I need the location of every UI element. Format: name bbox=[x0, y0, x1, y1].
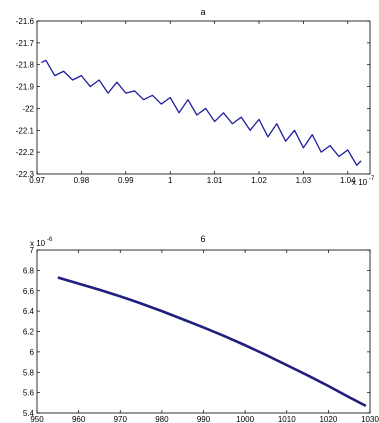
chart-b-series-line bbox=[57, 276, 367, 408]
chart-a-y-tick-label: -21.7 bbox=[16, 39, 35, 48]
chart-b-x-tick-label: 1030 bbox=[361, 415, 379, 423]
chart-b-x-tick-label: 970 bbox=[114, 415, 128, 423]
chart-b-y-exponent: x 10 bbox=[30, 239, 46, 248]
chart-b-x-tick-label: 1020 bbox=[319, 415, 337, 423]
chart-b-x-tick-label: 990 bbox=[197, 415, 211, 423]
chart-b-y-tick-label: 5.4 bbox=[23, 409, 35, 418]
chart-a-x-tick-label: 1 bbox=[168, 176, 173, 185]
chart-b-y-tick-label: 6.8 bbox=[23, 266, 35, 275]
chart-b-x-tick-label: 1010 bbox=[278, 415, 296, 423]
chart-a-title: a bbox=[200, 7, 205, 17]
chart-b-y-tick-label: 6.6 bbox=[23, 287, 35, 296]
chart-b-y-exponent-power: -6 bbox=[47, 237, 53, 243]
chart-b-y-tick-label: 7 bbox=[30, 246, 35, 255]
chart-a-y-tick-label: -22.2 bbox=[16, 148, 35, 157]
chart-b-y-tick-label: 6.2 bbox=[23, 328, 35, 337]
chart-b-x-tick-label: 980 bbox=[155, 415, 169, 423]
chart-a-axes bbox=[36, 20, 371, 175]
chart-a-x-tick-label: 0.99 bbox=[118, 176, 134, 185]
chart-a-x-tick-label: 1.02 bbox=[251, 176, 267, 185]
chart-a-series-line bbox=[41, 59, 362, 166]
chart-a-y-tick-label: -21.6 bbox=[16, 17, 35, 26]
chart-a-x-tick-label: 0.97 bbox=[29, 176, 45, 185]
chart-a-x-tick-label: 1.04 bbox=[340, 176, 356, 185]
chart-b: 6 950 960 970 980 990 1000 1010 1020 1030 7 6.8 6.6… bbox=[23, 234, 379, 423]
chart-a-y-tick-label: -21.8 bbox=[16, 61, 35, 70]
chart-b-ticks: 950 960 970 980 990 1000 1010 1020 1030 7 6.8 6.6 6.… bbox=[23, 246, 379, 423]
chart-a-y-tick-label: -21.9 bbox=[16, 83, 35, 92]
chart-b-x-tick-label: 1000 bbox=[236, 415, 254, 423]
chart-a-y-tick-label: -22.3 bbox=[16, 170, 35, 179]
chart-b-x-tick-label: 960 bbox=[72, 415, 86, 423]
chart-b-y-tick-label: 6.4 bbox=[23, 307, 35, 316]
chart-b-y-tick-label: 6 bbox=[30, 348, 35, 357]
chart-a-x-tick-label: 1.03 bbox=[296, 176, 312, 185]
chart-b-title: 6 bbox=[200, 234, 205, 244]
chart-a-y-tick-label: -22.1 bbox=[16, 126, 35, 135]
chart-a-x-exponent: x 10 bbox=[352, 178, 368, 187]
chart-a-x-exponent-power: -7 bbox=[369, 176, 375, 182]
chart-b-x-tick-label: 950 bbox=[30, 415, 44, 423]
chart-a-ticks: 0.97 0.98 0.99 1 1.01 1.02 1.03 1.04 -21.6 -21.7 -… bbox=[16, 17, 370, 185]
chart-b-y-tick-label: 5.8 bbox=[23, 368, 35, 377]
chart-a-x-tick-label: 1.01 bbox=[207, 176, 223, 185]
chart-b-y-tick-label: 5.6 bbox=[23, 389, 35, 398]
chart-a-x-tick-label: 0.98 bbox=[74, 176, 90, 185]
chart-b-axes bbox=[36, 249, 371, 414]
chart-a: a 0.97 0.98 0.99 1 1.01 1.02 1.03 1.04 -21.6 -21.… bbox=[16, 7, 375, 187]
chart-a-y-tick-label: -22 bbox=[22, 104, 34, 113]
